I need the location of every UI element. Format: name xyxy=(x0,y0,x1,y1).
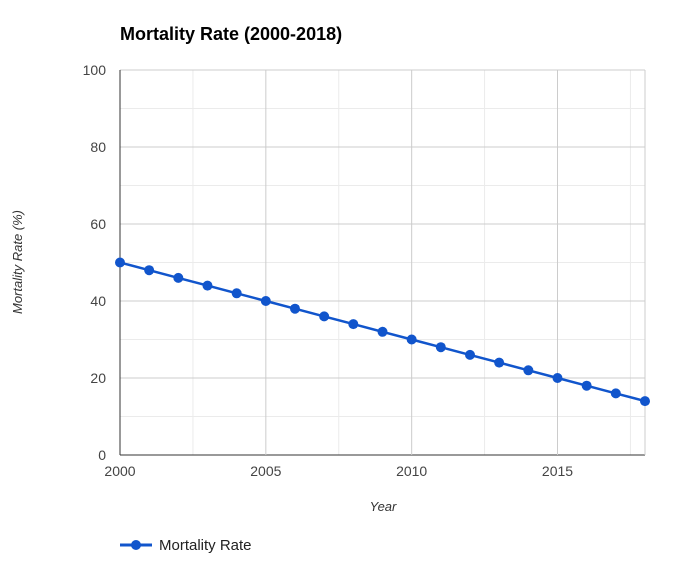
grid xyxy=(119,69,646,456)
x-axis-title: Year xyxy=(370,499,397,514)
series-layer xyxy=(115,257,650,407)
data-point[interactable] xyxy=(465,349,475,360)
data-point[interactable] xyxy=(523,365,534,376)
legend-label: Mortality Rate xyxy=(159,537,252,554)
tick-labels: 0 20 40 60 80 100 2000 2005 2010 2015 xyxy=(83,62,574,479)
data-point[interactable] xyxy=(319,311,330,322)
y-tick-label: 80 xyxy=(90,139,106,155)
data-point[interactable] xyxy=(494,357,505,368)
data-point[interactable] xyxy=(377,326,388,337)
data-point[interactable] xyxy=(260,296,271,306)
data-point[interactable] xyxy=(406,334,417,345)
data-point[interactable] xyxy=(348,319,359,330)
data-point[interactable] xyxy=(144,265,155,276)
y-tick-label: 20 xyxy=(90,370,106,386)
legend-marker xyxy=(131,540,141,550)
legend[interactable]: Mortality Rate xyxy=(120,537,252,554)
y-axis-title: Mortality Rate (%) xyxy=(10,210,25,314)
y-tick-label: 0 xyxy=(98,447,106,463)
data-point[interactable] xyxy=(115,257,125,268)
data-point[interactable] xyxy=(640,396,650,407)
data-point[interactable] xyxy=(435,342,446,353)
data-point[interactable] xyxy=(552,373,563,383)
y-tick-label: 60 xyxy=(90,216,106,232)
data-point[interactable] xyxy=(610,388,621,399)
chart-title: Mortality Rate (2000-2018) xyxy=(120,24,342,44)
x-tick-label: 2010 xyxy=(396,463,427,479)
y-tick-label: 40 xyxy=(90,293,106,309)
x-tick-label: 2015 xyxy=(542,463,573,479)
x-tick-label: 2005 xyxy=(250,463,281,479)
data-point[interactable] xyxy=(202,280,213,291)
data-point[interactable] xyxy=(290,303,300,314)
data-point[interactable] xyxy=(581,380,592,391)
data-point[interactable] xyxy=(173,272,184,283)
data-point[interactable] xyxy=(231,288,242,299)
y-tick-label: 100 xyxy=(83,62,107,78)
x-tick-label: 2000 xyxy=(104,463,135,479)
